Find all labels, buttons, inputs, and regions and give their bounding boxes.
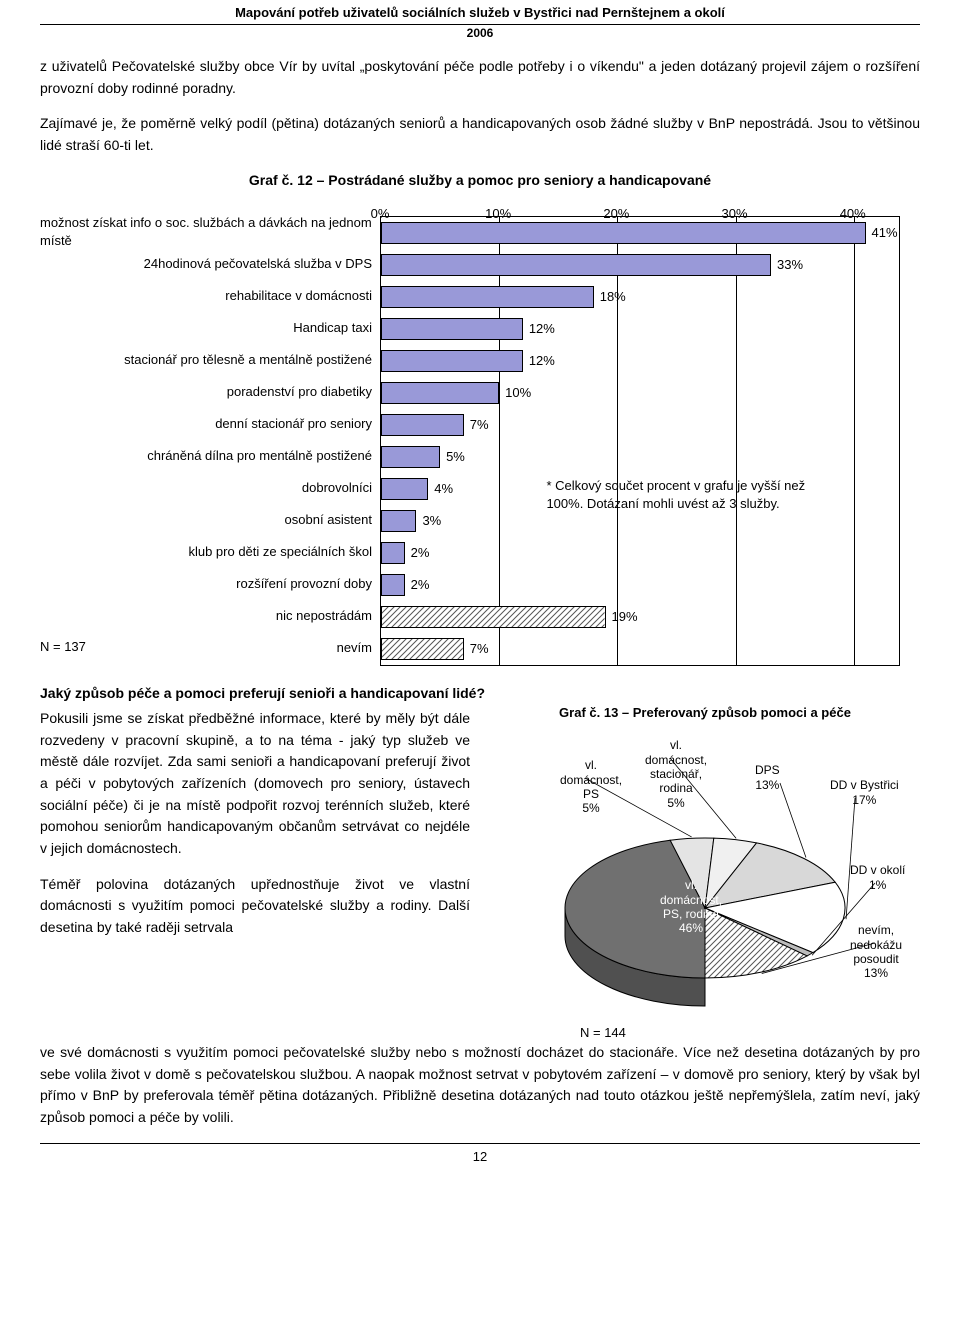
bar-value-label: 18%: [600, 288, 626, 306]
bar-row-label: rozšíření provozní doby: [40, 568, 380, 600]
pie-slice-label: DPS13%: [755, 763, 780, 792]
bar-rect: [381, 510, 416, 532]
bar-rect: [381, 222, 866, 244]
bar-rect: [381, 478, 428, 500]
bar-chart-n-label: N = 137: [40, 638, 140, 666]
bar-rect: [381, 318, 523, 340]
bar-chart: 0%10%20%30%40%možnost získat info o soc.…: [40, 194, 920, 666]
pie-slice-label: DD v Bystřici17%: [830, 778, 899, 807]
bar-value-label: 3%: [422, 512, 441, 530]
bar-row-label: možnost získat info o soc. službách a dá…: [40, 216, 380, 248]
section2-text-1: Pokusili jsme se získat předběžné inform…: [40, 708, 470, 860]
bar-chart-title: Graf č. 12 – Postrádané služby a pomoc p…: [40, 171, 920, 191]
bar-value-label: 33%: [777, 256, 803, 274]
bar-chart-note: * Celkový součet procent v grafu je vyšš…: [546, 477, 806, 512]
bar-rect: [381, 606, 606, 628]
doc-header: Mapování potřeb uživatelů sociálních slu…: [40, 0, 920, 25]
bar-row-label: rehabilitace v domácnosti: [40, 280, 380, 312]
section2-text-2: Téměř polovina dotázaných upřednostňuje …: [40, 874, 470, 939]
bar-row-label: dobrovolníci: [40, 472, 380, 504]
bar-row-label: denní stacionář pro seniory: [40, 408, 380, 440]
bar-rect: [381, 350, 523, 372]
bar-row-label: klub pro děti ze speciálních škol: [40, 536, 380, 568]
bar-value-label: 12%: [529, 320, 555, 338]
bar-rect: [381, 414, 464, 436]
bar-value-label: 10%: [505, 384, 531, 402]
bar-value-label: 7%: [470, 416, 489, 434]
bar-value-label: 2%: [411, 544, 430, 562]
pie-slice-label: vl.domácnost,PS, rodina46%: [660, 878, 722, 936]
bar-value-label: 12%: [529, 352, 555, 370]
bar-rect: [381, 446, 440, 468]
bar-value-label: 4%: [434, 480, 453, 498]
bar-row-label: nic nepostrádám: [40, 600, 380, 632]
bar-value-label: 5%: [446, 448, 465, 466]
bar-rect: [381, 254, 771, 276]
pie-slice-label: DD v okolí1%: [850, 863, 905, 892]
intro-paragraph-1: z uživatelů Pečovatelské služby obce Vír…: [40, 56, 920, 99]
bar-row-label: 24hodinová pečovatelská služba v DPS: [40, 248, 380, 280]
doc-year: 2006: [40, 25, 920, 42]
bar-row-label: chráněná dílna pro mentálně postižené: [40, 440, 380, 472]
bar-rect: [381, 542, 405, 564]
intro-paragraph-2: Zajímavé je, že poměrně velký podíl (pět…: [40, 113, 920, 156]
bar-rect: [381, 638, 464, 660]
bar-row-label: poradenství pro diabetiky: [40, 376, 380, 408]
bar-value-label: 19%: [612, 608, 638, 626]
bar-row-label: osobní asistent: [40, 504, 380, 536]
bar-value-label: 2%: [411, 576, 430, 594]
section2-heading: Jaký způsob péče a pomoci preferují seni…: [40, 684, 920, 704]
pie-slice-label: vl.domácnost,PS5%: [560, 758, 622, 816]
bar-row-label: stacionář pro tělesně a mentálně postiže…: [40, 344, 380, 376]
section2-after-text: ve své domácnosti s využitím pomoci pečo…: [40, 1042, 920, 1129]
bar-rect: [381, 286, 594, 308]
bar-value-label: 41%: [872, 224, 898, 242]
footer-rule: [40, 1143, 920, 1144]
page-number: 12: [40, 1148, 920, 1166]
pie-chart: vl.domácnost,PS, rodina46% vl.domácnost,P…: [490, 728, 920, 1028]
bar-value-label: 7%: [470, 640, 489, 658]
bar-row-label: Handicap taxi: [40, 312, 380, 344]
pie-slice-label: nevím,nedokážuposoudit13%: [850, 923, 902, 981]
pie-chart-n-label: N = 144: [580, 1024, 626, 1042]
pie-chart-title: Graf č. 13 – Preferovaný způsob pomoci a…: [490, 704, 920, 722]
pie-slice-label: vl.domácnost,stacionář,rodina5%: [645, 738, 707, 810]
bar-rect: [381, 574, 405, 596]
bar-rect: [381, 382, 499, 404]
